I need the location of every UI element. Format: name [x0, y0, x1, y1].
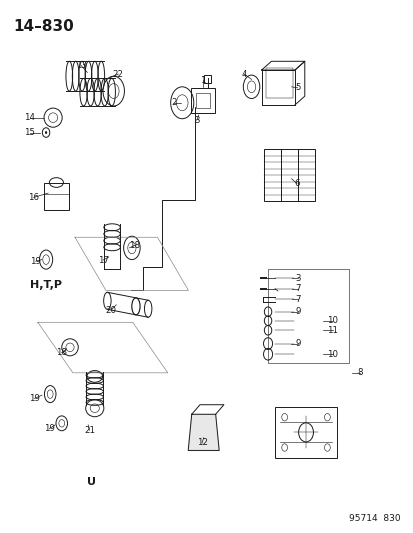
Text: 5: 5 [294, 83, 300, 92]
Polygon shape [188, 414, 218, 450]
Text: 18: 18 [56, 348, 67, 357]
Text: 19: 19 [29, 394, 40, 403]
Text: H,T,P: H,T,P [29, 280, 62, 290]
Text: 20: 20 [105, 305, 116, 314]
Text: 8: 8 [356, 368, 361, 377]
Bar [43, 182, 69, 210]
Text: 16: 16 [28, 193, 39, 202]
Text: 19: 19 [44, 424, 55, 433]
Text: 9: 9 [294, 307, 300, 316]
Text: 6: 6 [294, 179, 299, 188]
Text: 21: 21 [84, 426, 95, 435]
Circle shape [45, 131, 47, 134]
Text: 1: 1 [199, 76, 205, 85]
Text: 14: 14 [24, 113, 35, 122]
Bar [195, 93, 209, 108]
Text: 15: 15 [24, 128, 35, 137]
Text: 3: 3 [294, 273, 300, 282]
Text: 7: 7 [294, 284, 300, 293]
Text: 17: 17 [97, 256, 108, 264]
Text: U: U [87, 477, 96, 487]
Text: 9: 9 [294, 339, 300, 348]
Text: 4: 4 [241, 70, 246, 78]
Text: 2: 2 [171, 98, 176, 107]
Text: 12: 12 [196, 439, 207, 448]
Bar [265, 68, 292, 99]
Text: 95714  830: 95714 830 [349, 514, 400, 523]
Text: 13: 13 [76, 61, 86, 70]
Text: 11: 11 [327, 326, 337, 335]
Text: 10: 10 [327, 316, 337, 325]
Bar [263, 149, 315, 201]
Bar [190, 88, 214, 114]
Text: 19: 19 [30, 257, 41, 265]
Bar [204, 75, 211, 83]
Text: 3: 3 [193, 116, 199, 125]
Text: 14–830: 14–830 [13, 19, 74, 34]
Text: 7: 7 [294, 295, 300, 304]
Text: 22: 22 [112, 70, 123, 78]
Text: 10: 10 [327, 350, 337, 359]
Bar [268, 269, 349, 364]
Bar [275, 407, 336, 458]
Text: 18: 18 [129, 241, 140, 250]
